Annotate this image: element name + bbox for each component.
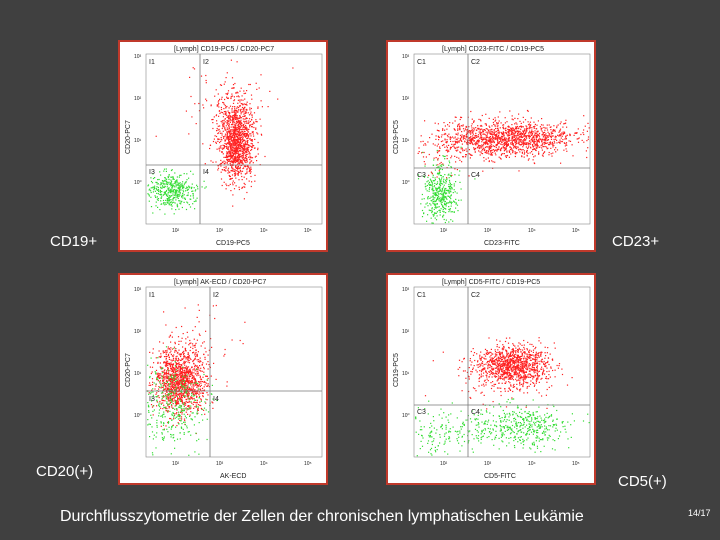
x-tick-label: 10² (172, 228, 180, 234)
quadrant-label: C3 (417, 172, 426, 179)
dots-layer (147, 304, 246, 456)
plot-header: [Lymph] CD19-PC5 / CD20-PC7 (174, 46, 274, 53)
x-tick-label: 10⁵ (304, 461, 312, 467)
scatter-plot-cd20: [Lymph] AK-ECD / CD20-PC7 I1 I2 I3 I4 10… (125, 279, 323, 480)
quadrant-label: I1 (149, 292, 155, 299)
y-axis-label: CD20-PC7 (125, 120, 132, 154)
y-tick-label: 10³ (402, 287, 410, 293)
label-cd5: CD5(+) (618, 473, 667, 490)
x-tick-label: 10³ (484, 228, 492, 234)
quadrant-label: I2 (213, 292, 219, 299)
label-cd20: CD20(+) (36, 463, 94, 480)
y-tick-label: 10³ (134, 54, 142, 60)
plot-header: [Lymph] CD5-FITC / CD19-PC5 (442, 279, 540, 286)
x-tick-label: 10⁴ (260, 461, 268, 467)
y-tick-label: 10⁰ (134, 180, 142, 186)
y-axis-label: CD20-PC7 (125, 353, 132, 387)
plot-cd20: [Lymph] AK-ECD / CD20-PC7 I1 I2 I3 I4 10… (118, 273, 328, 485)
plot-header: [Lymph] AK-ECD / CD20-PC7 (174, 279, 266, 286)
y-tick-label: 10³ (402, 54, 410, 60)
plot-cd5: [Lymph] CD5-FITC / CD19-PC5 C1 C2 C3 C4 … (386, 273, 596, 485)
plot-cd23: [Lymph] CD23-FITC / CD19-PC5 C1 C2 C3 C4… (386, 40, 596, 252)
label-cd23: CD23+ (612, 233, 660, 250)
dots-layer (147, 59, 294, 215)
x-axis-label: AK-ECD (220, 473, 246, 480)
quadrant-label: C2 (471, 59, 480, 66)
quadrant-label: C4 (471, 172, 480, 179)
x-tick-label: 10⁴ (260, 228, 268, 234)
quadrant-label: I4 (203, 169, 209, 176)
y-tick-label: 10¹ (134, 371, 142, 377)
quadrant-label: I1 (149, 59, 155, 66)
x-tick-label: 10² (440, 228, 448, 234)
y-tick-label: 10³ (134, 287, 142, 293)
x-axis-label: CD5-FITC (484, 473, 516, 480)
x-tick-label: 10² (440, 461, 448, 467)
x-tick-label: 10⁴ (528, 461, 536, 467)
y-tick-label: 10² (402, 96, 410, 102)
y-tick-label: 10² (402, 329, 410, 335)
y-axis-label: CD19-PC5 (393, 353, 400, 387)
y-tick-label: 10¹ (134, 138, 142, 144)
y-tick-label: 10² (134, 96, 142, 102)
plot-header: [Lymph] CD23-FITC / CD19-PC5 (442, 46, 544, 53)
x-tick-label: 10² (172, 461, 180, 467)
y-tick-label: 10¹ (402, 371, 410, 377)
x-tick-label: 10⁵ (572, 228, 580, 234)
dots-layer (417, 109, 590, 224)
y-tick-label: 10⁰ (402, 180, 410, 186)
x-tick-label: 10⁵ (572, 461, 580, 467)
page-number: 14/17 (688, 508, 711, 518)
quadrant-label: C1 (417, 292, 426, 299)
y-tick-label: 10¹ (402, 138, 410, 144)
x-axis-label: CD23-FITC (484, 240, 520, 247)
y-tick-label: 10² (134, 329, 142, 335)
quadrant-label: I3 (149, 396, 155, 403)
quadrant-label: I2 (203, 59, 209, 66)
y-axis-label: CD19-PC5 (393, 120, 400, 154)
quadrant-label: C4 (471, 409, 480, 416)
dots-layer (415, 337, 590, 457)
quadrant-label: I3 (149, 169, 155, 176)
x-tick-label: 10⁵ (304, 228, 312, 234)
scatter-plot-cd23: [Lymph] CD23-FITC / CD19-PC5 C1 C2 C3 C4… (393, 46, 591, 247)
label-cd19: CD19+ (50, 233, 98, 250)
quadrant-label: I4 (213, 396, 219, 403)
scatter-plot-cd5: [Lymph] CD5-FITC / CD19-PC5 C1 C2 C3 C4 … (393, 279, 591, 480)
slide-caption: Durchflusszytometrie der Zellen der chro… (60, 508, 584, 525)
quadrant-label: C2 (471, 292, 480, 299)
x-tick-label: 10³ (216, 228, 224, 234)
quadrant-label: C1 (417, 59, 426, 66)
quadrant-label: C3 (417, 409, 426, 416)
y-tick-label: 10⁰ (134, 413, 142, 419)
plot-cd19: [Lymph] CD19-PC5 / CD20-PC7 I1 I2 I3 I4 … (118, 40, 328, 252)
scatter-plot-cd19: [Lymph] CD19-PC5 / CD20-PC7 I1 I2 I3 I4 … (125, 46, 323, 247)
x-axis-label: CD19-PC5 (216, 240, 250, 247)
y-tick-label: 10⁰ (402, 413, 410, 419)
x-tick-label: 10³ (216, 461, 224, 467)
x-tick-label: 10³ (484, 461, 492, 467)
x-tick-label: 10⁴ (528, 228, 536, 234)
